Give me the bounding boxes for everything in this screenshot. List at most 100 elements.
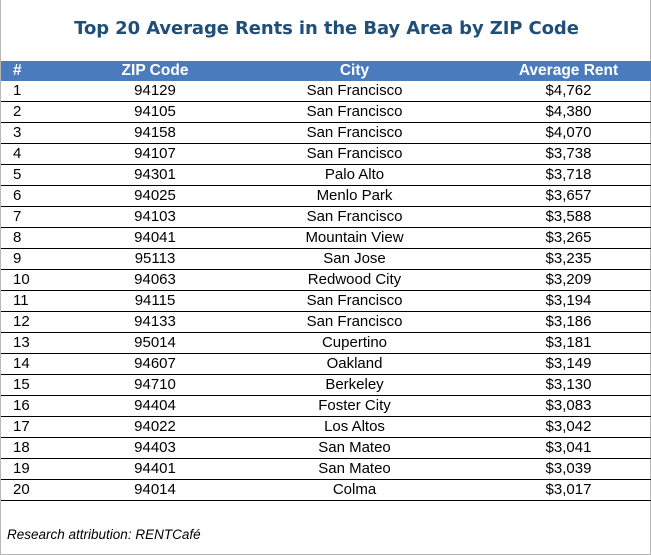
cell-city: San Francisco [223, 143, 486, 165]
cell-zip-code: 94158 [87, 122, 223, 144]
column-header-city: City [339, 62, 370, 79]
cell-zip-code: 94022 [87, 416, 223, 438]
table-row: 6 94025 Menlo Park $3,657 [1, 185, 651, 207]
cell-zip-code: 94607 [87, 353, 223, 375]
table-row: 11 94115 San Francisco $3,194 [1, 290, 651, 312]
cell-zip-code: 94105 [87, 101, 223, 123]
cell-average-rent: $3,657 [486, 185, 651, 207]
cell-average-rent: $3,039 [486, 458, 651, 480]
cell-city: Foster City [223, 395, 486, 417]
cell-average-rent: $4,070 [486, 122, 651, 144]
cell-rank: 12 [1, 311, 87, 333]
cell-zip-code: 95113 [87, 248, 223, 270]
cell-average-rent: $3,149 [486, 353, 651, 375]
cell-city: Redwood City [223, 269, 486, 291]
table-row: 17 94022 Los Altos $3,042 [1, 416, 651, 438]
cell-average-rent: $3,181 [486, 332, 651, 354]
cell-city: San Francisco [223, 122, 486, 144]
cell-city: Menlo Park [223, 185, 486, 207]
cell-zip-code: 94133 [87, 311, 223, 333]
cell-rank: 17 [1, 416, 87, 438]
cell-average-rent: $4,762 [486, 81, 651, 102]
column-header-rank: # [13, 62, 22, 79]
column-header-zip-code: ZIP Code [121, 62, 189, 79]
cell-average-rent: $3,209 [486, 269, 651, 291]
cell-average-rent: $3,041 [486, 437, 651, 459]
table-row: 15 94710 Berkeley $3,130 [1, 374, 651, 396]
cell-rank: 14 [1, 353, 87, 375]
cell-city: Palo Alto [223, 164, 486, 186]
cell-city: San Francisco [223, 290, 486, 312]
table-row: 1 94129 San Francisco $4,762 [1, 81, 651, 102]
cell-rank: 13 [1, 332, 87, 354]
cell-zip-code: 94025 [87, 185, 223, 207]
table-title: Top 20 Average Rents in the Bay Area by … [74, 18, 579, 39]
table-row: 4 94107 San Francisco $3,738 [1, 143, 651, 165]
cell-rank: 1 [1, 81, 87, 102]
table-row: 16 94404 Foster City $3,083 [1, 395, 651, 417]
cell-rank: 20 [1, 479, 87, 501]
table-row: 14 94607 Oakland $3,149 [1, 353, 651, 375]
cell-zip-code: 94301 [87, 164, 223, 186]
cell-average-rent: $3,265 [486, 227, 651, 249]
table-row: 9 95113 San Jose $3,235 [1, 248, 651, 270]
cell-rank: 7 [1, 206, 87, 228]
cell-average-rent: $3,194 [486, 290, 651, 312]
cell-rank: 15 [1, 374, 87, 396]
cell-city: San Francisco [223, 311, 486, 333]
cell-rank: 4 [1, 143, 87, 165]
cell-city: San Mateo [223, 437, 486, 459]
cell-zip-code: 94103 [87, 206, 223, 228]
table-row: 8 94041 Mountain View $3,265 [1, 227, 651, 249]
cell-zip-code: 94403 [87, 437, 223, 459]
table-row: 18 94403 San Mateo $3,041 [1, 437, 651, 459]
cell-average-rent: $3,718 [486, 164, 651, 186]
cell-average-rent: $3,235 [486, 248, 651, 270]
cell-rank: 3 [1, 122, 87, 144]
table-body: 1 94129 San Francisco $4,762 2 94105 San Franc… [1, 81, 651, 501]
cell-city: San Francisco [223, 101, 486, 123]
cell-average-rent: $3,186 [486, 311, 651, 333]
cell-rank: 9 [1, 248, 87, 270]
cell-zip-code: 94401 [87, 458, 223, 480]
cell-average-rent: $3,738 [486, 143, 651, 165]
cell-city: Cupertino [223, 332, 486, 354]
cell-rank: 10 [1, 269, 87, 291]
column-header-average-rent: Average Rent [518, 62, 619, 79]
cell-rank: 5 [1, 164, 87, 186]
cell-average-rent: $4,380 [486, 101, 651, 123]
cell-city: Mountain View [223, 227, 486, 249]
table-row: 13 95014 Cupertino $3,181 [1, 332, 651, 354]
cell-zip-code: 94115 [87, 290, 223, 312]
cell-rank: 6 [1, 185, 87, 207]
cell-zip-code: 94129 [87, 81, 223, 102]
rent-table: # ZIP Code City Average Rent 1 94129 San F… [1, 61, 651, 501]
cell-zip-code: 94014 [87, 479, 223, 501]
cell-city: Colma [223, 479, 486, 501]
table-row: 12 94133 San Francisco $3,186 [1, 311, 651, 333]
cell-city: San Jose [223, 248, 486, 270]
table-row: 5 94301 Palo Alto $3,718 [1, 164, 651, 186]
source-attribution: Research attribution: RENTCafé [7, 527, 201, 542]
table-header-row: # ZIP Code City Average Rent [1, 61, 651, 81]
cell-city: San Francisco [223, 206, 486, 228]
cell-rank: 8 [1, 227, 87, 249]
cell-rank: 2 [1, 101, 87, 123]
cell-city: Berkeley [223, 374, 486, 396]
cell-average-rent: $3,017 [486, 479, 651, 501]
cell-city: Los Altos [223, 416, 486, 438]
table-row: 20 94014 Colma $3,017 [1, 479, 651, 501]
cell-average-rent: $3,042 [486, 416, 651, 438]
cell-average-rent: $3,083 [486, 395, 651, 417]
cell-zip-code: 94107 [87, 143, 223, 165]
cell-rank: 11 [1, 290, 87, 312]
cell-average-rent: $3,130 [486, 374, 651, 396]
cell-city: San Francisco [223, 81, 486, 102]
table-row: 10 94063 Redwood City $3,209 [1, 269, 651, 291]
cell-zip-code: 94063 [87, 269, 223, 291]
cell-zip-code: 95014 [87, 332, 223, 354]
cell-rank: 16 [1, 395, 87, 417]
table-row: 2 94105 San Francisco $4,380 [1, 101, 651, 123]
cell-zip-code: 94404 [87, 395, 223, 417]
